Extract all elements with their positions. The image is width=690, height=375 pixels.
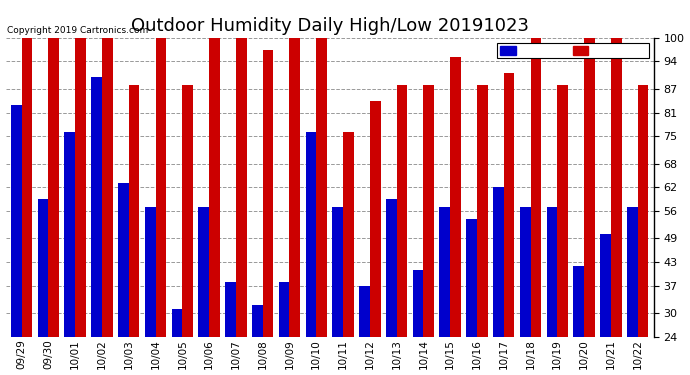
Bar <box>477 85 488 375</box>
Bar <box>236 38 246 375</box>
Bar <box>11 105 21 375</box>
Bar <box>316 38 327 375</box>
Bar <box>397 85 407 375</box>
Bar <box>75 38 86 375</box>
Title: Outdoor Humidity Daily High/Low 20191023: Outdoor Humidity Daily High/Low 20191023 <box>130 17 529 35</box>
Bar <box>424 85 434 375</box>
Bar <box>290 38 300 375</box>
Bar <box>638 85 649 375</box>
Bar <box>38 199 48 375</box>
Bar <box>333 207 343 375</box>
Bar <box>600 234 611 375</box>
Bar <box>118 183 129 375</box>
Bar <box>627 207 638 375</box>
Bar <box>413 270 424 375</box>
Bar <box>48 38 59 375</box>
Bar <box>450 57 461 375</box>
Bar <box>611 38 622 375</box>
Bar <box>155 38 166 375</box>
Bar <box>172 309 182 375</box>
Bar <box>440 207 450 375</box>
Bar <box>306 132 316 375</box>
Bar <box>225 282 236 375</box>
Bar <box>359 286 370 375</box>
Bar <box>102 38 112 375</box>
Bar <box>584 38 595 375</box>
Bar <box>343 132 354 375</box>
Bar <box>145 207 155 375</box>
Bar <box>466 219 477 375</box>
Bar <box>558 85 568 375</box>
Legend: Low  (%), High  (%): Low (%), High (%) <box>497 43 649 58</box>
Bar <box>252 305 263 375</box>
Bar <box>182 85 193 375</box>
Bar <box>21 38 32 375</box>
Bar <box>279 282 290 375</box>
Bar <box>520 207 531 375</box>
Bar <box>199 207 209 375</box>
Bar <box>531 38 541 375</box>
Bar <box>64 132 75 375</box>
Bar <box>263 50 273 375</box>
Bar <box>546 207 558 375</box>
Bar <box>504 73 515 375</box>
Bar <box>209 38 220 375</box>
Bar <box>91 77 102 375</box>
Bar <box>129 85 139 375</box>
Bar <box>493 187 504 375</box>
Bar <box>573 266 584 375</box>
Bar <box>386 199 397 375</box>
Bar <box>370 101 380 375</box>
Text: Copyright 2019 Cartronics.com: Copyright 2019 Cartronics.com <box>7 26 148 35</box>
